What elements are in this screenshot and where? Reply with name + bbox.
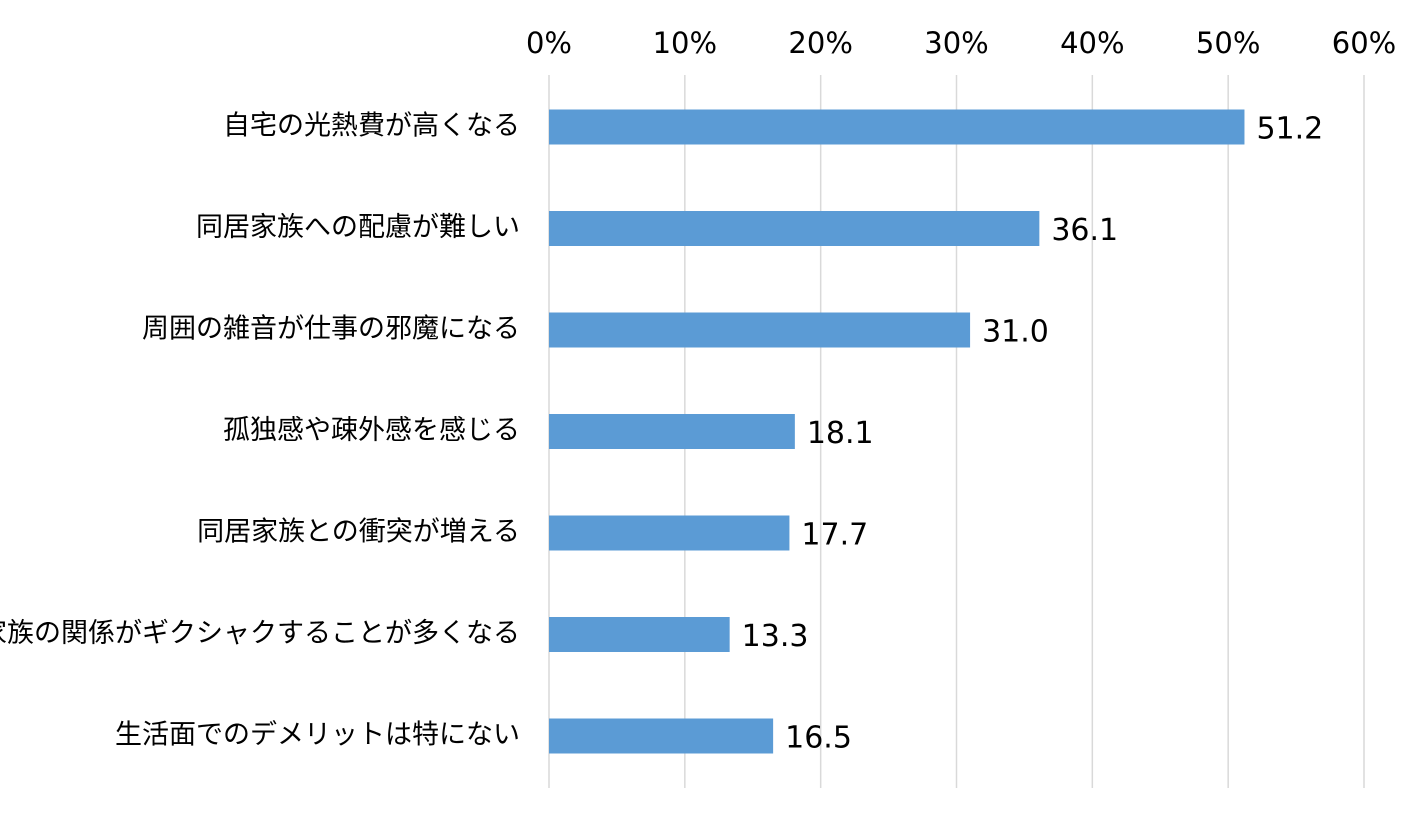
data-label: 31.0 bbox=[982, 315, 1049, 350]
data-label: 16.5 bbox=[785, 721, 852, 756]
bar bbox=[549, 617, 730, 652]
x-tick-label: 0% bbox=[526, 26, 572, 60]
data-label: 18.1 bbox=[807, 416, 874, 451]
category-label: 同居家族への配慮が難しい bbox=[196, 212, 520, 243]
bar bbox=[549, 515, 790, 551]
x-tick-label: 10% bbox=[653, 26, 717, 60]
x-tick-label: 50% bbox=[1196, 26, 1260, 60]
category-label: 生活面でのデメリットは特にない bbox=[115, 720, 520, 751]
x-tick-label: 20% bbox=[788, 26, 852, 60]
bar bbox=[549, 414, 795, 449]
category-label: 周囲の雑音が仕事の邪魔になる bbox=[142, 314, 520, 345]
data-label: 51.2 bbox=[1256, 112, 1323, 147]
category-label: 自宅の光熱費が高くなる bbox=[223, 111, 520, 142]
gridlines bbox=[548, 75, 1365, 788]
category-label: 家族の関係がギクシャクすることが多くなる bbox=[0, 618, 520, 649]
bar bbox=[549, 312, 971, 348]
category-labels: 自宅の光熱費が高くなる同居家族への配慮が難しい周囲の雑音が仕事の邪魔になる孤独感… bbox=[0, 111, 520, 751]
bar bbox=[549, 211, 1040, 246]
data-label: 17.7 bbox=[801, 518, 868, 553]
category-label: 同居家族との衝突が増える bbox=[197, 517, 520, 548]
x-tick-label: 40% bbox=[1060, 26, 1124, 60]
x-axis-tick-labels: 0% 10% 20% 30% 40% 50% 60% bbox=[526, 26, 1396, 60]
data-labels: 51.2 36.1 31.0 18.1 17.7 13.3 16.5 bbox=[742, 112, 1324, 756]
category-label: 孤独感や疎外感を感じる bbox=[223, 415, 520, 446]
bars bbox=[549, 109, 1245, 754]
x-tick-label: 60% bbox=[1332, 26, 1396, 60]
data-label: 13.3 bbox=[742, 619, 809, 654]
data-label: 36.1 bbox=[1051, 213, 1118, 248]
x-tick-label: 30% bbox=[924, 26, 988, 60]
bar bbox=[549, 109, 1245, 145]
bar bbox=[549, 718, 774, 754]
